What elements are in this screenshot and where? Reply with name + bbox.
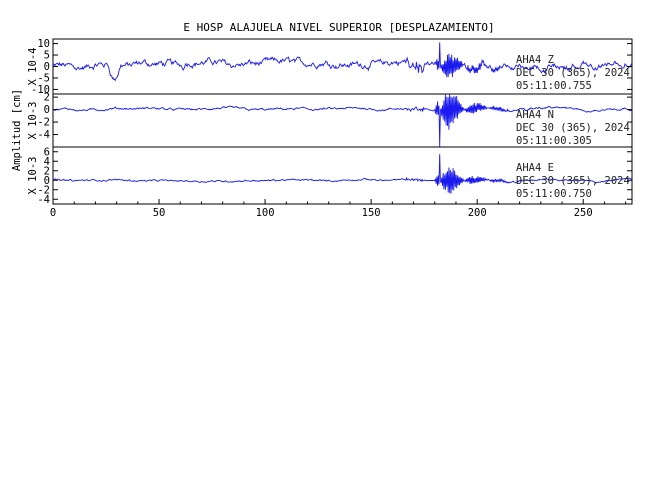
waveform-n (52, 93, 633, 148)
y-tick-label: 0 (44, 61, 50, 73)
y-tick-label: 10 (37, 38, 50, 50)
y-tick-label: -4 (37, 129, 50, 141)
station-label: AHA4 Z (516, 54, 554, 66)
date-label: DEC 30 (365), 2024 (516, 67, 630, 79)
x-tick-label: 200 (468, 207, 487, 219)
chart-title: E HOSP ALAJUELA NIVEL SUPERIOR [DESPLAZA… (183, 21, 494, 34)
y-tick-label: 5 (44, 50, 50, 62)
y-tick-label: 6 (44, 146, 50, 158)
x-tick-label: 50 (153, 207, 166, 219)
panel-scale-label: X 10-3 (27, 157, 39, 195)
y-tick-label: -5 (37, 72, 50, 84)
y-axis-label: Amplitud [cm] (11, 89, 23, 171)
y-tick-label: 2 (44, 165, 50, 177)
date-label: DEC 30 (365), 2024 (516, 175, 630, 187)
x-tick-label: 250 (574, 207, 593, 219)
time-label: 05:11:00.755 (516, 80, 592, 92)
x-tick-label: 0 (50, 207, 56, 219)
time-label: 05:11:00.305 (516, 135, 592, 147)
x-axis: 0 50 100 150 200 250 (50, 199, 627, 219)
waveform-z (52, 42, 633, 82)
y-tick-label: -4 (37, 194, 50, 206)
x-tick-label: 100 (256, 207, 275, 219)
waveform-e (52, 154, 633, 194)
time-label: 05:11:00.750 (516, 188, 592, 200)
station-label: AHA4 N (516, 109, 554, 121)
date-label: DEC 30 (365), 2024 (516, 122, 630, 134)
panel-scale-label: X 10-3 (27, 102, 39, 140)
y-tick-label: 0 (44, 175, 50, 187)
y-tick-label: -10 (31, 84, 50, 96)
y-tick-label: 0 (44, 104, 50, 116)
y-tick-label: 4 (44, 156, 50, 168)
station-label: AHA4 E (516, 162, 554, 174)
y-tick-label: -2 (37, 184, 50, 196)
y-tick-label: -2 (37, 117, 50, 129)
panel-scale-label: X 10-4 (27, 48, 39, 86)
y-tick-label: 2 (44, 92, 50, 104)
x-tick-label: 150 (362, 207, 381, 219)
panel-frame (52, 146, 633, 205)
